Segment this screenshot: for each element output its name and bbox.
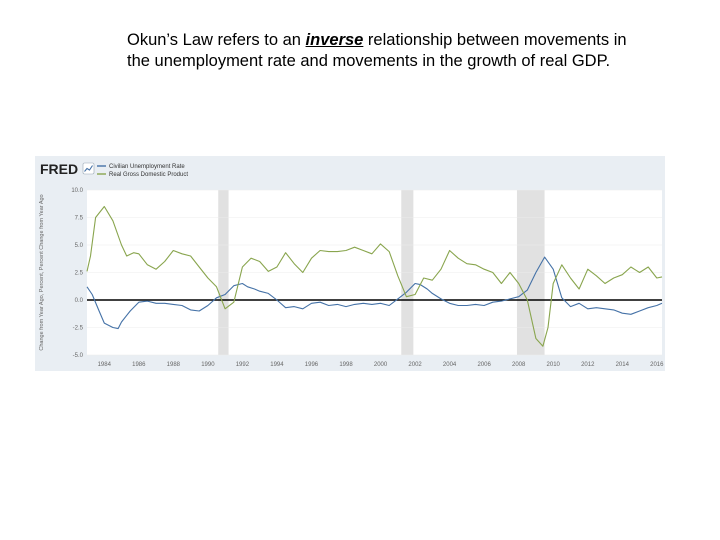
chart-header: FRED Civilian Unemployment Rate Real Gros… xyxy=(40,161,188,178)
x-tick-label-12: 2008 xyxy=(512,362,526,368)
fred-chart: 10.0 7.5 5.0 2.5 0.0 -2.5 -5.0 1984 1986 1988 199… xyxy=(35,156,665,371)
x-tick-label-5: 1994 xyxy=(270,362,284,368)
x-tick-label-16: 2016 xyxy=(650,362,664,368)
y-tick-label-0: 10.0 xyxy=(71,188,83,194)
series-line-1 xyxy=(86,205,663,347)
legend-entry-0: Civilian Unemployment Rate xyxy=(109,164,185,170)
series-line-0 xyxy=(86,256,663,330)
slide-text-rest: relationship between movements in the un… xyxy=(127,31,627,70)
series-lines xyxy=(86,205,663,347)
legend-entry-1: Real Gross Domestic Product xyxy=(109,172,188,178)
x-tick-label-11: 2006 xyxy=(477,362,491,368)
y-tick-label-3: 2.5 xyxy=(75,271,84,277)
fred-logo-icon xyxy=(82,162,95,175)
y-tick-label-1: 7.5 xyxy=(75,216,84,222)
y-tick-label-4: 0.0 xyxy=(75,298,84,304)
slide-text-emphasis: inverse xyxy=(305,31,364,49)
y-tick-label-6: -5.0 xyxy=(73,353,84,359)
x-tick-label-1: 1986 xyxy=(132,362,146,368)
y-tick-label-2: 5.0 xyxy=(75,243,84,249)
x-tick-labels: 1984 1986 1988 1990 1992 1994 1996 1998 2000 2002… xyxy=(98,362,665,368)
slide-text-lead: Okun’s Law refers to an xyxy=(127,31,306,49)
legend: Civilian Unemployment Rate Real Gross Dom… xyxy=(97,164,188,178)
x-tick-label-15: 2014 xyxy=(616,362,630,368)
y-axis-label: Change from Year Ago, Percent, Percent C… xyxy=(39,194,45,350)
x-tick-label-6: 1996 xyxy=(305,362,319,368)
x-tick-label-14: 2012 xyxy=(581,362,595,368)
y-tick-labels: 10.0 7.5 5.0 2.5 0.0 -2.5 -5.0 xyxy=(71,188,83,359)
fred-logo: FRED xyxy=(40,161,78,177)
x-tick-label-4: 1992 xyxy=(236,362,250,368)
x-tick-label-2: 1988 xyxy=(167,362,181,368)
x-tick-label-7: 1998 xyxy=(339,362,353,368)
x-tick-label-0: 1984 xyxy=(98,362,112,368)
x-tick-label-13: 2010 xyxy=(547,362,561,368)
x-tick-label-3: 1990 xyxy=(201,362,215,368)
x-tick-label-8: 2000 xyxy=(374,362,388,368)
slide-text: Okun’s Law refers to an inverse relation… xyxy=(127,30,647,72)
chart-svg: 10.0 7.5 5.0 2.5 0.0 -2.5 -5.0 1984 1986 1988 199… xyxy=(39,161,665,368)
x-tick-label-9: 2002 xyxy=(408,362,422,368)
grid-lines xyxy=(87,189,662,356)
y-tick-label-5: -2.5 xyxy=(73,326,84,332)
x-tick-label-10: 2004 xyxy=(443,362,457,368)
